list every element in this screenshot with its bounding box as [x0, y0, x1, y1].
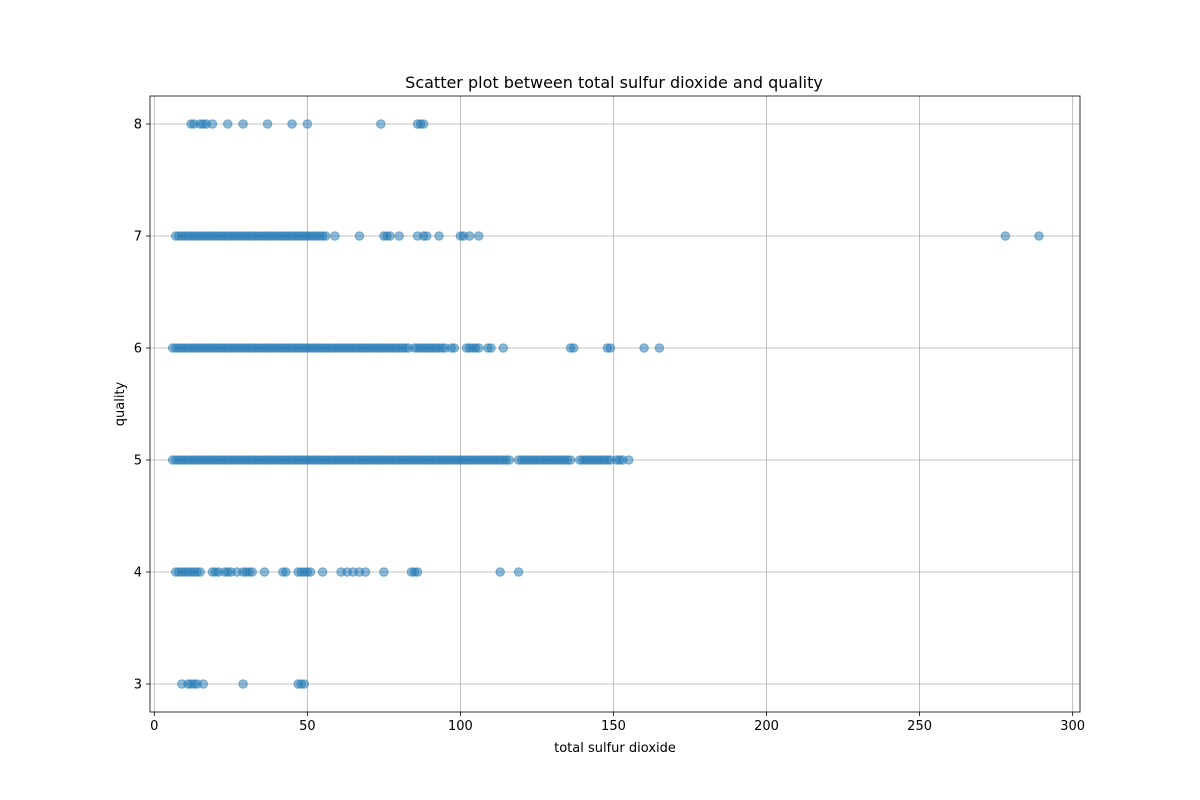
data-point — [464, 231, 475, 241]
y-tick-label: 4 — [134, 566, 142, 581]
y-axis-label: quality — [113, 381, 128, 426]
data-point — [317, 567, 328, 577]
y-tick-label: 3 — [134, 678, 142, 693]
data-point — [504, 455, 515, 465]
data-point — [360, 567, 371, 577]
data-point — [1034, 231, 1044, 241]
y-tick-label: 5 — [134, 454, 142, 469]
data-point — [320, 231, 331, 241]
data-point — [513, 567, 524, 577]
data-point — [238, 679, 248, 689]
x-tick-label: 0 — [150, 719, 158, 734]
data-point — [639, 343, 649, 353]
data-point — [394, 231, 404, 241]
data-point — [222, 119, 233, 129]
axis-ticks: 0 50 100 150 200 250 300 3 4 5 6 7 8 — [134, 118, 1085, 735]
data-point — [299, 679, 310, 689]
data-point — [1000, 231, 1011, 241]
data-point — [302, 119, 313, 129]
data-point — [259, 567, 270, 577]
data-point — [568, 343, 579, 353]
data-point — [385, 231, 395, 241]
data-point — [305, 567, 316, 577]
y-tick-label: 6 — [134, 342, 142, 357]
data-point — [473, 343, 484, 353]
data-point — [247, 567, 258, 577]
data-point — [376, 119, 386, 129]
x-tick-label: 50 — [299, 719, 316, 734]
data-point — [434, 231, 444, 241]
data-point — [495, 567, 506, 577]
data-points — [167, 119, 1044, 689]
data-point — [412, 567, 423, 577]
x-tick-label: 300 — [1060, 719, 1085, 734]
data-point — [207, 119, 218, 129]
data-point — [421, 231, 432, 241]
data-point — [605, 343, 616, 353]
x-axis-label: total sulfur dioxide — [554, 741, 676, 756]
data-point — [473, 231, 484, 241]
data-point — [198, 679, 209, 689]
data-point — [330, 231, 340, 241]
data-point — [354, 231, 365, 241]
data-point — [449, 343, 460, 353]
data-point — [238, 119, 248, 129]
data-point — [262, 119, 273, 129]
data-point — [195, 567, 206, 577]
data-point — [654, 343, 665, 353]
data-point — [287, 119, 297, 129]
data-point — [623, 455, 634, 465]
x-tick-label: 250 — [907, 719, 932, 734]
y-tick-label: 8 — [134, 118, 142, 133]
y-tick-label: 7 — [134, 230, 142, 245]
data-point — [379, 567, 389, 577]
data-point — [565, 455, 576, 465]
x-tick-label: 100 — [448, 719, 473, 734]
plot-frame — [149, 95, 1081, 713]
data-point — [486, 343, 496, 353]
x-tick-label: 150 — [601, 719, 626, 734]
data-point — [281, 567, 291, 577]
x-tick-label: 200 — [754, 719, 779, 734]
chart-title: Scatter plot between total sulfur dioxid… — [405, 73, 823, 92]
data-point — [498, 343, 509, 353]
data-point — [418, 119, 429, 129]
